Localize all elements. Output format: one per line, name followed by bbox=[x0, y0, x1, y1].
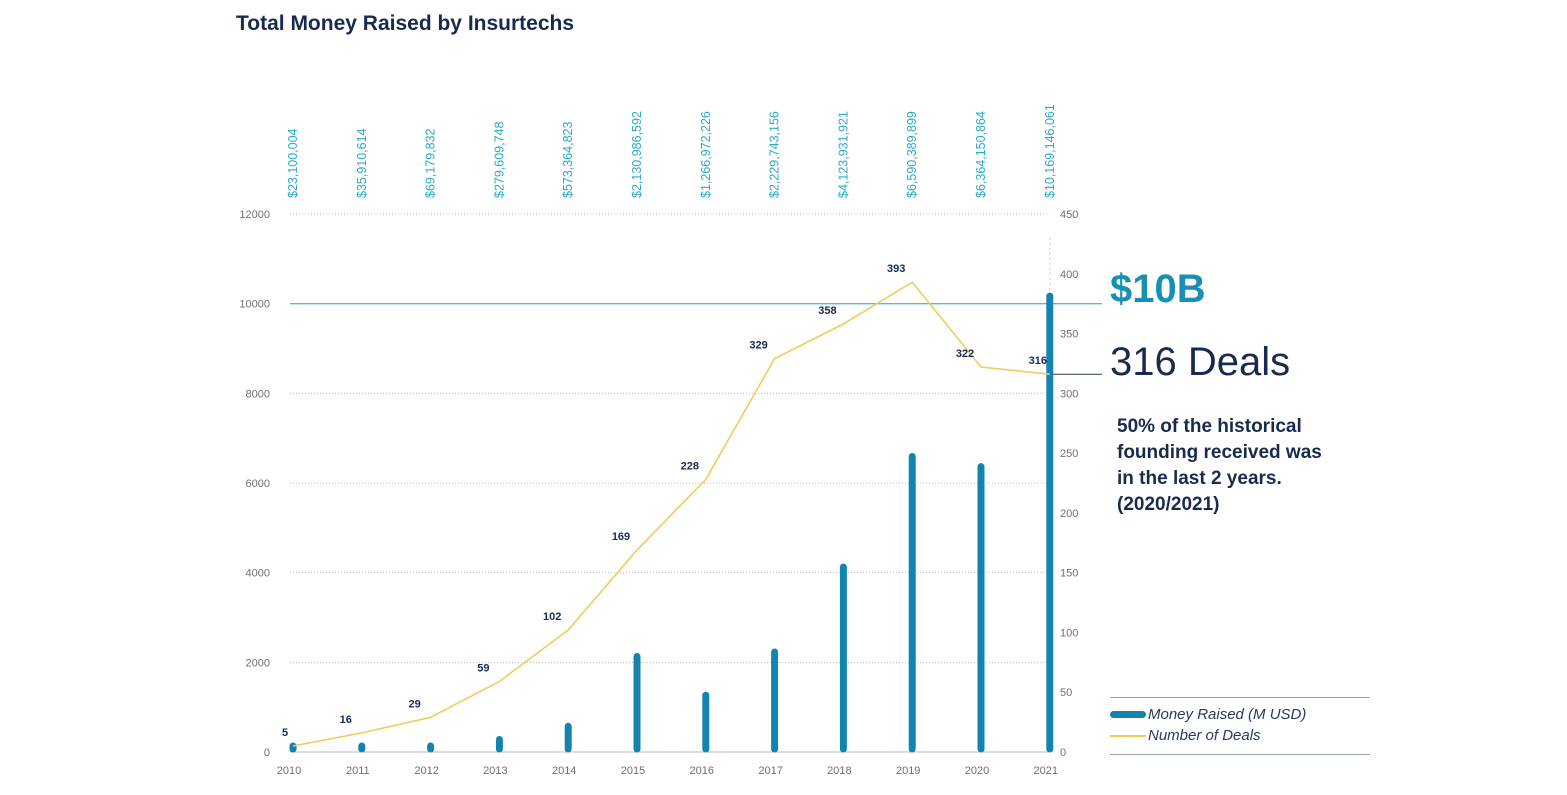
amount-label: $2,229,743,156 bbox=[768, 111, 782, 198]
deal-count-label: 358 bbox=[818, 305, 836, 317]
legend-line-swatch bbox=[1110, 734, 1146, 737]
amount-label: $279,609,748 bbox=[492, 121, 506, 198]
x-axis-tick: 2015 bbox=[621, 765, 645, 777]
right-axis-tick: 400 bbox=[1060, 269, 1078, 281]
deal-count-label: 228 bbox=[681, 460, 699, 472]
left-axis-tick: 0 bbox=[264, 747, 270, 759]
right-axis-tick: 150 bbox=[1060, 568, 1078, 580]
deal-count-label: 102 bbox=[543, 611, 561, 623]
x-axis-tick: 2011 bbox=[346, 765, 370, 777]
left-axis-tick: 2000 bbox=[246, 657, 270, 669]
right-axis-tick: 350 bbox=[1060, 329, 1078, 341]
note-line: (2020/2021) bbox=[1117, 494, 1220, 515]
amount-label: $6,364,150,864 bbox=[974, 111, 988, 198]
deal-count-label: 393 bbox=[887, 263, 905, 275]
left-axis-tick: 4000 bbox=[246, 568, 270, 580]
right-axis-tick: 100 bbox=[1060, 627, 1078, 639]
right-axis-tick: 0 bbox=[1060, 747, 1066, 759]
note-line: in the last 2 years. bbox=[1117, 468, 1282, 489]
note-line: 50% of the historical bbox=[1117, 416, 1302, 437]
legend-bar-label: Money Raised (M USD) bbox=[1148, 706, 1307, 723]
legend-bar-swatch bbox=[1110, 711, 1146, 718]
legend-line-label: Number of Deals bbox=[1148, 727, 1261, 744]
amount-label: $1,266,972,226 bbox=[699, 111, 713, 198]
note-line: founding received was bbox=[1117, 442, 1322, 463]
amount-label: $573,364,823 bbox=[561, 121, 575, 198]
x-axis-tick: 2019 bbox=[896, 765, 920, 777]
amount-label: $4,123,931,921 bbox=[836, 111, 850, 198]
big-deals-annotation: 316 Deals bbox=[1110, 340, 1291, 384]
left-axis-tick: 10000 bbox=[239, 299, 270, 311]
chart-title: Total Money Raised by Insurtechs bbox=[236, 12, 575, 35]
right-axis-tick: 250 bbox=[1060, 448, 1078, 460]
legend-item-money: Money Raised (M USD) bbox=[1110, 706, 1306, 723]
right-axis-tick: 50 bbox=[1060, 687, 1072, 699]
left-axis-tick: 6000 bbox=[246, 478, 270, 490]
left-axis-tick: 8000 bbox=[246, 388, 270, 400]
x-axis-tick: 2012 bbox=[414, 765, 438, 777]
deal-count-label: 16 bbox=[340, 714, 352, 726]
deal-count-label: 59 bbox=[477, 662, 489, 674]
right-axis-tick: 200 bbox=[1060, 508, 1078, 520]
legend: Money Raised (M USD) Number of Deals bbox=[1110, 697, 1370, 755]
note-text: 50% of the historical founding received … bbox=[1117, 414, 1367, 518]
x-axis-tick: 2017 bbox=[758, 765, 782, 777]
right-axis-tick: 450 bbox=[1060, 209, 1078, 221]
deal-count-label: 5 bbox=[282, 727, 288, 739]
x-axis-tick: 2018 bbox=[827, 765, 851, 777]
amount-label: $10,169,146,061 bbox=[1043, 104, 1057, 198]
deal-count-label: 169 bbox=[612, 531, 630, 543]
x-axis-tick: 2020 bbox=[965, 765, 989, 777]
left-axis-tick: 12000 bbox=[239, 209, 270, 221]
x-axis-tick: 2014 bbox=[552, 765, 576, 777]
deal-count-label: 322 bbox=[956, 348, 974, 360]
big-amount-annotation: $10B bbox=[1110, 267, 1206, 311]
deal-count-label: 29 bbox=[408, 698, 420, 710]
legend-item-deals: Number of Deals bbox=[1110, 727, 1261, 744]
amount-label: $35,910,614 bbox=[355, 128, 369, 198]
x-axis-tick: 2016 bbox=[690, 765, 714, 777]
x-axis-tick: 2013 bbox=[483, 765, 507, 777]
amount-label: $23,100,004 bbox=[286, 128, 300, 198]
deals-line bbox=[292, 281, 1050, 747]
amount-label: $69,179,832 bbox=[424, 128, 438, 198]
deal-count-label: 329 bbox=[749, 340, 767, 352]
x-axis-tick: 2021 bbox=[1034, 765, 1058, 777]
x-axis-tick: 2010 bbox=[277, 765, 301, 777]
amount-label: $2,130,986,592 bbox=[630, 111, 644, 198]
deal-count-label: 316 bbox=[1029, 355, 1047, 367]
right-axis-tick: 300 bbox=[1060, 388, 1078, 400]
amount-label: $6,590,389,899 bbox=[905, 111, 919, 198]
